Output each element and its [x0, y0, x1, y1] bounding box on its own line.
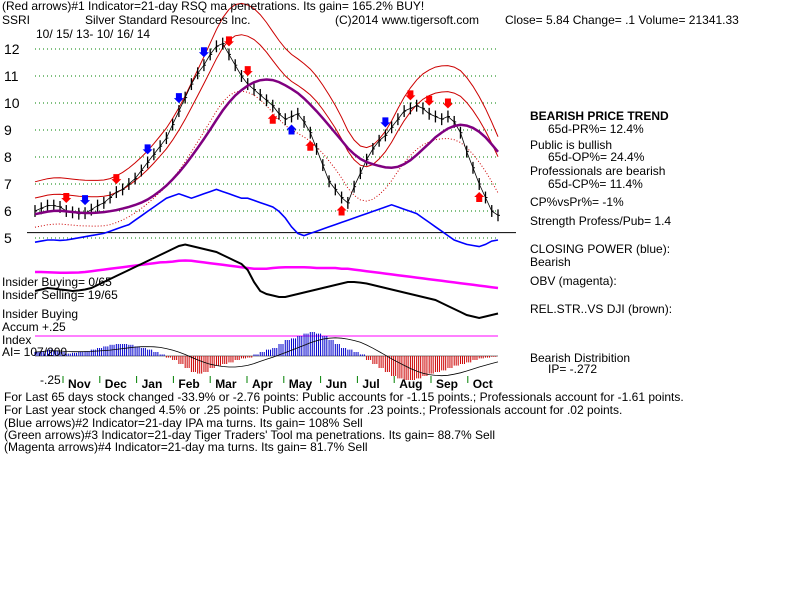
footer-line-5: (Magenta arrows)#4 Indicator=21-day ma t… — [4, 440, 368, 454]
x-tick-label: Jan — [142, 377, 163, 391]
insider-selling: Insider Selling= 19/65 — [2, 288, 118, 302]
y-tick-label: 12 — [4, 41, 20, 57]
x-tick-label: Oct — [473, 377, 493, 391]
x-tick-label: May — [289, 377, 313, 391]
y-tick-label: 11 — [4, 68, 19, 84]
x-tick-label: Dec — [105, 377, 127, 391]
cpvspr-value: CP%vsPr%= -1% — [530, 195, 624, 209]
y-tick-label: 6 — [4, 203, 12, 219]
date-range: 10/ 15/ 13- 10/ 16/ 14 — [36, 27, 151, 41]
y-tick-label: 10 — [4, 95, 20, 111]
x-tick-label: Apr — [252, 377, 273, 391]
signal-arrow-down-red — [61, 193, 72, 203]
signal-arrow-up-red — [474, 192, 485, 202]
signal-arrow-down-red — [111, 174, 122, 185]
price-line — [34, 43, 499, 216]
x-tick-label: Jul — [362, 377, 379, 391]
ai-value: AI= 107/200 — [2, 345, 68, 359]
trend-title: BEARISH PRICE TREND — [530, 109, 669, 123]
pr-value: 65d-PR%= 12.4% — [548, 122, 644, 136]
signal-arrow-down-blue — [198, 47, 209, 58]
x-tick-label: Mar — [215, 377, 237, 391]
y-tick-label: 8 — [4, 149, 12, 165]
x-tick-label: Sep — [436, 377, 458, 391]
y-tick-label: 5 — [4, 230, 12, 246]
signal-arrow-up-red — [305, 140, 316, 151]
signal-arrow-up-red — [336, 205, 347, 216]
copyright: (C)2014 www.tigersoft.com — [335, 13, 480, 27]
signal-arrow-down-blue — [380, 117, 391, 128]
moving-average-line — [34, 78, 499, 216]
signal-arrow-down-red — [242, 66, 253, 77]
relstr-label: REL.STR..VS DJI (brown): — [530, 302, 673, 316]
cp-value: 65d-CP%= 11.4% — [548, 177, 643, 191]
insider-buying: Insider Buying= 0/65 — [2, 275, 112, 289]
signal-arrow-down-blue — [142, 144, 153, 155]
footer-line-1: For Last 65 days stock changed -33.9% or… — [4, 390, 684, 404]
signal-arrow-down-red — [424, 95, 435, 106]
footer-line-4: (Green arrows)#3 Indicator=21-day Tiger … — [4, 428, 495, 442]
accum-ma-line — [34, 337, 499, 377]
upper-band-outer — [34, 2, 499, 183]
signal-arrow-up-blue — [286, 124, 297, 135]
signal-arrow-down-red — [223, 36, 234, 47]
upper-band-inner — [34, 34, 499, 199]
relative-strength-line — [34, 243, 499, 320]
y-tick-label: 9 — [4, 122, 12, 138]
signal-arrow-down-blue — [173, 93, 184, 104]
obv-label: OBV (magenta): — [530, 274, 617, 288]
x-tick-label: Jun — [326, 377, 347, 391]
distribution-label: Bearish Distribition — [530, 351, 631, 365]
insider-buying-label: Insider Buying — [2, 307, 79, 321]
x-tick-label: Feb — [178, 377, 199, 391]
professionals-state: Professionals are bearish — [530, 164, 666, 178]
op-value: 65d-OP%= 24.4% — [548, 150, 645, 164]
index-label: Index — [2, 333, 32, 347]
footer-line-2: For Last year stock changed 4.5% or .25 … — [4, 403, 623, 417]
signal-arrow-up-red — [267, 113, 278, 124]
signal-arrow-down-red — [442, 98, 453, 109]
x-tick-label: Nov — [68, 377, 91, 391]
signal-arrow-down-red — [405, 90, 416, 101]
accum-label: Accum +.25 — [2, 320, 66, 334]
signal-arrow-down-blue — [80, 195, 91, 206]
close-info: Close= 5.84 Change= .1 Volume= 21341.33 — [505, 13, 739, 27]
public-state: Public is bullish — [530, 138, 613, 152]
y-tick-label: 7 — [4, 176, 12, 192]
strength-value: Strength Profess/Pub= 1.4 — [530, 214, 672, 228]
obv-line — [35, 259, 499, 290]
footer-line-3: (Blue arrows)#2 Indicator=21-day IPA ma … — [4, 416, 363, 430]
closing-power-line — [34, 188, 499, 248]
closing-power-label: CLOSING POWER (blue): — [530, 242, 671, 256]
accum-minus-label: -.25 — [40, 373, 61, 387]
ticker: SSRI — [2, 13, 31, 27]
indicator-1-line: (Red arrows)#1 Indicator=21-day RSQ ma p… — [2, 0, 425, 13]
company-name: Silver Standard Resources Inc. — [85, 13, 251, 27]
ip-value: IP= -.272 — [548, 362, 598, 376]
closing-power-state: Bearish — [530, 255, 571, 269]
x-tick-label: Aug — [399, 377, 422, 391]
